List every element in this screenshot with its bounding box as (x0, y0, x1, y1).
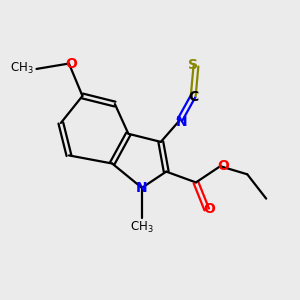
Text: C: C (188, 90, 198, 104)
Text: N: N (136, 181, 148, 195)
Text: CH$_3$: CH$_3$ (10, 61, 34, 76)
Text: N: N (175, 115, 187, 129)
Text: O: O (66, 56, 78, 70)
Text: O: O (217, 159, 229, 173)
Text: O: O (203, 202, 215, 216)
Text: CH$_3$: CH$_3$ (130, 220, 154, 236)
Text: S: S (188, 58, 198, 72)
